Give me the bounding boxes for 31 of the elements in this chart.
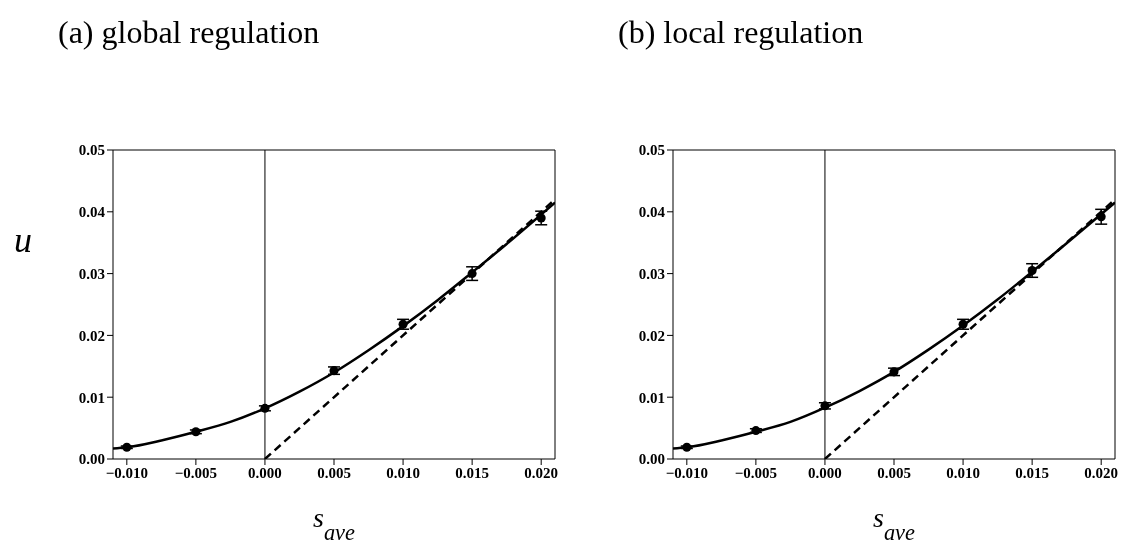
x-tick-label: 0.010 (386, 464, 420, 481)
x-tick-label: 0.015 (1015, 464, 1049, 481)
x-tick-label: 0.010 (946, 464, 980, 481)
x-tick-label: 0.005 (317, 464, 351, 481)
y-tick-label: 0.02 (638, 327, 665, 344)
x-tick-label: 0.020 (524, 464, 559, 481)
x-tick-label: −0.010 (665, 464, 708, 481)
x-tick-label: −0.005 (174, 464, 218, 481)
x-tick-label: 0.020 (1084, 464, 1119, 481)
x-axis-title: s$_{ave}$ (313, 502, 356, 545)
x-tick-label: −0.005 (734, 464, 778, 481)
x-tick-label: 0.015 (455, 464, 489, 481)
x-tick-label: 0.005 (877, 464, 911, 481)
y-tick-label: 0.04 (78, 204, 106, 221)
x-tick-label: −0.010 (105, 464, 148, 481)
y-tick-label: 0.05 (638, 142, 665, 159)
y-tick-label: 0.04 (638, 204, 666, 221)
y-tick-label: 0.01 (78, 389, 105, 406)
y-axis-title: u (14, 219, 32, 260)
x-tick-label: 0.000 (808, 464, 842, 481)
y-tick-label: 0.03 (78, 265, 105, 282)
x-axis-title: s$_{ave}$ (873, 502, 916, 545)
y-tick-label: 0.05 (78, 142, 105, 159)
x-tick-label: 0.000 (248, 464, 282, 481)
y-tick-label: 0.03 (638, 265, 665, 282)
y-tick-label: 0.01 (638, 389, 665, 406)
y-tick-label: 0.00 (638, 451, 665, 468)
chart-title: (b) local regulation (617, 13, 865, 52)
y-tick-label: 0.00 (78, 451, 105, 468)
chart-title: (a) global regulation (57, 13, 321, 52)
y-tick-label: 0.02 (78, 327, 105, 344)
